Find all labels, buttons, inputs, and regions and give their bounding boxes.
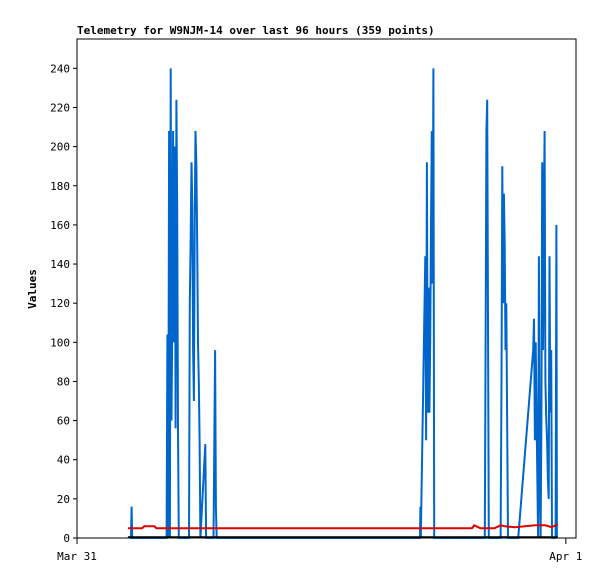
- y-tick-label: 0: [63, 532, 70, 545]
- y-tick-label: 180: [50, 180, 70, 193]
- y-tick-label: 220: [50, 101, 70, 114]
- y-axis: 0 20 40 60 80 100 120 140 160 180 200 220 240: [50, 62, 77, 545]
- y-tick-label: 120: [50, 297, 70, 310]
- y-tick-label: 60: [57, 415, 70, 428]
- y-tick-label: 100: [50, 336, 70, 349]
- x-tick-label: Mar 31: [57, 550, 97, 563]
- series-layer: [127, 68, 559, 539]
- series-line-1: [130, 68, 558, 539]
- x-tick-label: Apr 1: [549, 550, 582, 563]
- x-axis: Mar 31 Apr 1: [57, 538, 582, 563]
- y-tick-label: 160: [50, 219, 70, 232]
- chart-title: Telemetry for W9NJM-14 over last 96 hour…: [77, 24, 435, 37]
- y-tick-label: 20: [57, 493, 70, 506]
- series-line-2: [127, 523, 559, 530]
- y-tick-label: 140: [50, 258, 70, 271]
- y-tick-label: 40: [57, 454, 70, 467]
- y-axis-label: Values: [26, 269, 39, 309]
- y-tick-label: 240: [50, 62, 70, 75]
- y-tick-label: 200: [50, 141, 70, 154]
- y-tick-label: 80: [57, 375, 70, 388]
